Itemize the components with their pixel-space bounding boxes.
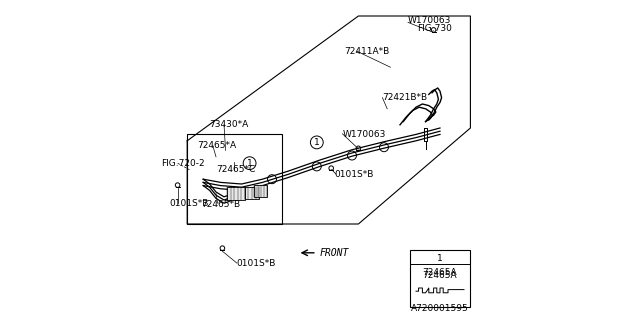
Text: 72465A: 72465A bbox=[422, 271, 458, 280]
Text: 72465*A: 72465*A bbox=[197, 141, 236, 150]
Text: 1: 1 bbox=[247, 159, 252, 168]
Text: FRONT: FRONT bbox=[320, 248, 349, 258]
Bar bbox=[227, 187, 245, 200]
Text: 73430*A: 73430*A bbox=[210, 120, 249, 129]
Text: FIG.720-2: FIG.720-2 bbox=[161, 159, 205, 168]
Text: 0101S*B: 0101S*B bbox=[334, 170, 374, 179]
Text: 1: 1 bbox=[437, 254, 443, 263]
Bar bbox=[254, 185, 268, 197]
Text: 72465*C: 72465*C bbox=[216, 165, 255, 174]
Text: W170063: W170063 bbox=[408, 16, 451, 25]
Text: A720001595: A720001595 bbox=[411, 304, 469, 313]
Text: FIG.730: FIG.730 bbox=[418, 24, 452, 33]
Bar bbox=[187, 134, 282, 224]
Text: 72465A: 72465A bbox=[422, 268, 458, 277]
Text: W170063: W170063 bbox=[342, 130, 386, 139]
Text: 1: 1 bbox=[314, 138, 319, 147]
Bar bbox=[245, 187, 259, 199]
Bar bbox=[410, 250, 470, 307]
Text: 0101S*B: 0101S*B bbox=[237, 260, 276, 268]
Text: 72421B*B: 72421B*B bbox=[383, 93, 428, 102]
Text: 0101S*B: 0101S*B bbox=[170, 199, 209, 208]
Text: 72411A*B: 72411A*B bbox=[344, 47, 389, 56]
Text: 72465*B: 72465*B bbox=[202, 200, 241, 209]
